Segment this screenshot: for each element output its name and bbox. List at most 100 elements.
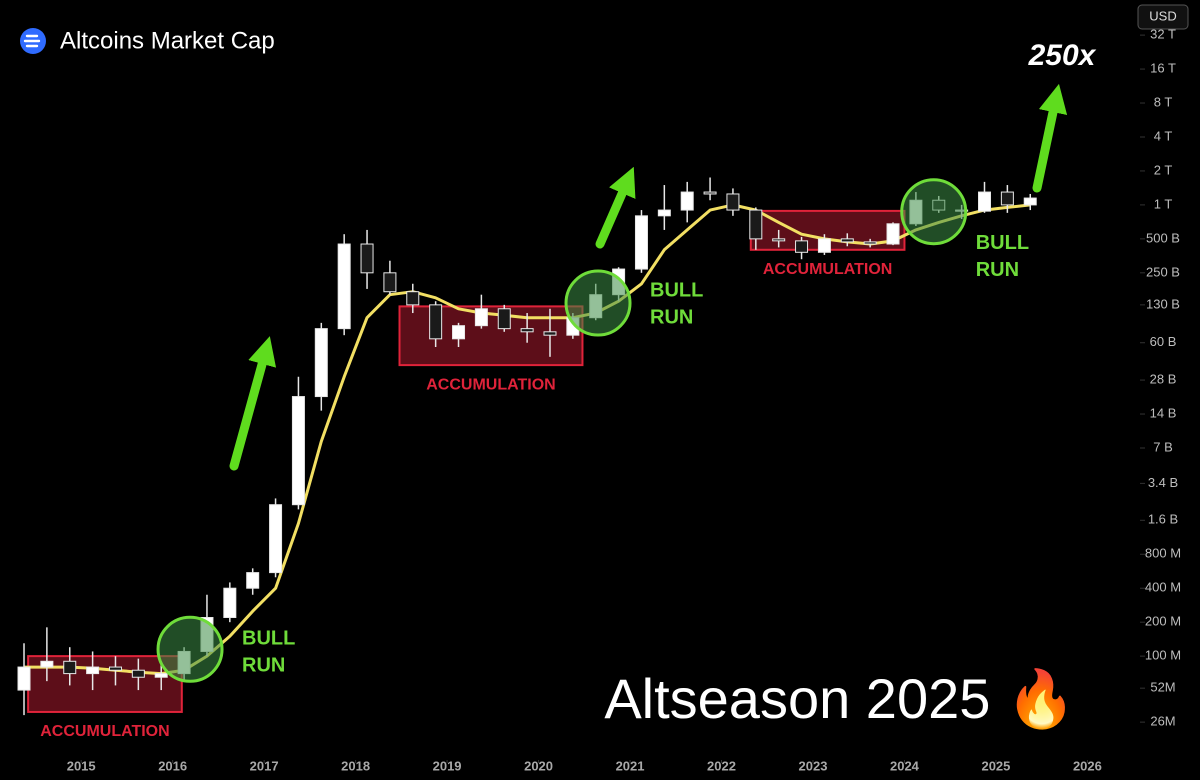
candle-body [726, 193, 740, 211]
x-tick-label: 2018 [341, 758, 370, 773]
currency[interactable]: USD [1149, 8, 1176, 23]
candle-body [291, 396, 305, 506]
y-tick-label: 16 T [1150, 61, 1176, 76]
y-tick-label: 800 M [1145, 546, 1181, 561]
candle [795, 236, 809, 260]
candle-body [17, 666, 31, 691]
candle-body [772, 238, 786, 242]
candle [246, 568, 260, 595]
candle-body [452, 325, 466, 340]
x-tick-label: 2021 [616, 758, 645, 773]
y-tick-label: 100 M [1145, 648, 1181, 663]
candle [17, 643, 31, 716]
candle-body [40, 660, 54, 668]
candle-body [703, 191, 717, 195]
candle-body [474, 308, 488, 327]
candle [360, 229, 374, 289]
candle-body [840, 238, 854, 243]
candle [40, 627, 54, 682]
y-tick-label: 32 T [1150, 27, 1176, 42]
bull-run-label: BULL [976, 232, 1029, 254]
candle-body [520, 328, 534, 333]
candle [131, 658, 145, 691]
x-tick-label: 2025 [981, 758, 1010, 773]
candle [978, 181, 991, 213]
candle [749, 207, 763, 250]
currency-box[interactable] [1137, 4, 1189, 30]
candle-body [543, 331, 557, 336]
candle [772, 229, 786, 248]
candle [269, 498, 283, 578]
candle [817, 234, 831, 255]
candle [703, 177, 717, 201]
target-label: 250x [1028, 39, 1097, 72]
accumulation-zone [27, 655, 183, 713]
candle [86, 651, 100, 691]
bull-run-label: RUN [976, 259, 1019, 281]
x-tick-label: 2024 [890, 758, 920, 773]
y-tick-label: 1 T [1154, 196, 1173, 211]
candle-body [1023, 197, 1037, 206]
candle-body [429, 304, 443, 340]
candle [406, 283, 420, 314]
y-tick-label: 2 T [1154, 162, 1173, 177]
candle-body [223, 587, 237, 618]
x-tick-label: 2015 [67, 758, 96, 773]
candle [726, 188, 740, 216]
y-tick-label: 500 B [1146, 230, 1180, 245]
candle-body [886, 223, 900, 245]
candle [474, 294, 488, 329]
candle [863, 238, 877, 248]
candle-body [406, 291, 420, 306]
y-tick-label: 4 T [1154, 128, 1173, 143]
candle-body [360, 243, 374, 274]
plot: 26M 52M 100 M 200 M 400 M 800 M 1.6 B 3.4 B 7 B 1… [17, 27, 1181, 773]
y-tick-label: 52M [1150, 680, 1175, 695]
candle [1000, 185, 1014, 213]
candle-body [108, 666, 122, 671]
y-tick-label: 3.4 B [1148, 475, 1178, 490]
arrow [229, 336, 277, 471]
candle [108, 656, 122, 686]
y-tick-label: 400 M [1145, 580, 1181, 595]
y-tick-label: 60 B [1150, 334, 1177, 349]
x-tick-label: 2016 [158, 758, 187, 773]
candle-body [383, 272, 397, 293]
candle [657, 185, 671, 230]
candle [291, 376, 305, 510]
candle [314, 322, 328, 411]
x-tick-label: 2026 [1073, 758, 1102, 773]
candle [680, 181, 694, 223]
y-tick-label: 130 B [1146, 296, 1180, 311]
candle [1023, 193, 1037, 211]
candle-body [63, 660, 77, 675]
candle [543, 308, 557, 357]
bull-run-circle [900, 178, 968, 246]
candle-body [795, 240, 809, 253]
x-tick-label: 2019 [433, 758, 462, 773]
candle [497, 304, 511, 332]
y-tick-label: 28 B [1150, 372, 1177, 387]
bull-run-label: RUN [242, 655, 285, 677]
y-tick-label: 250 B [1146, 264, 1180, 279]
bull-run-label: BULL [242, 628, 295, 650]
candle-body [269, 504, 283, 574]
candle [223, 582, 237, 623]
candle-body [978, 191, 991, 212]
candle [520, 313, 534, 343]
candle-body [86, 666, 100, 675]
candle [886, 222, 900, 246]
y-tick-label: 1.6 B [1148, 512, 1178, 527]
logo [20, 28, 46, 54]
zone-label: ACCUMULATION [40, 723, 169, 740]
candle-body [246, 572, 260, 589]
candle-body [1000, 191, 1014, 206]
headline: Altseason 2025 🔥 [604, 667, 1075, 731]
arrows [229, 83, 1068, 471]
candle-body [817, 238, 831, 253]
candle-body [497, 308, 511, 330]
candle [383, 260, 397, 295]
candle-body [154, 673, 168, 678]
